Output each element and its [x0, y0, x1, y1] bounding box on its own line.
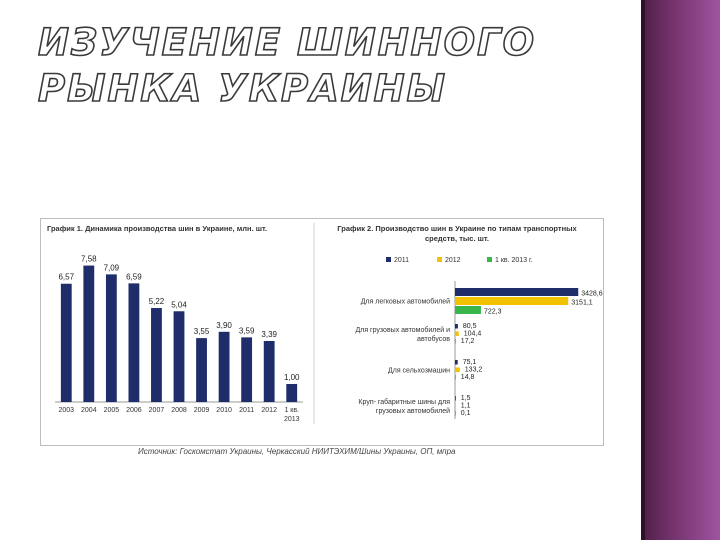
chart2-category-label: грузовых автомобилей	[376, 407, 450, 415]
chart2-bar	[455, 360, 458, 365]
production-dynamics-chart: График 1. Динамика производства шин в Ук…	[47, 224, 303, 423]
chart2-title-line-2: средств, тыс. шт.	[425, 234, 489, 243]
chart2-value-label: 0,1	[461, 410, 471, 417]
chart1-bar	[83, 265, 95, 402]
chart2-value-label: 3151,1	[571, 300, 593, 307]
chart2-legend-swatch	[437, 257, 442, 262]
source-note: Источник: Госкомстат Украины, Черкасский…	[138, 447, 456, 456]
chart2-bar	[455, 331, 459, 336]
chart2-value-label: 14,8	[461, 374, 475, 381]
chart1-value-label: 6,57	[58, 273, 74, 282]
chart2-bar	[455, 288, 579, 296]
chart2-value-label: 1,5	[461, 395, 471, 402]
chart1-value-label: 5,22	[149, 297, 165, 306]
chart2-legend-swatch	[386, 257, 391, 262]
chart2-category-label: Круп- габаритные шины для	[358, 398, 450, 406]
chart1-bar	[105, 274, 117, 402]
chart1-category-label: 2008	[171, 407, 187, 414]
decorative-side-bar	[641, 0, 720, 540]
chart1-category-label: 2006	[126, 407, 142, 414]
chart2-bar	[455, 306, 481, 314]
chart2-value-label: 17,2	[461, 338, 475, 345]
chart2-category-label: Для сельхозмашин	[388, 367, 450, 374]
chart2-bar	[455, 396, 456, 401]
chart1-value-label: 7,09	[104, 263, 120, 272]
chart1-category-label: 2005	[104, 407, 120, 414]
chart2-bar	[455, 339, 456, 344]
chart1-bar	[151, 308, 162, 402]
chart2-legend-label: 2012	[445, 257, 461, 264]
chart2-value-label: 1,1	[461, 403, 471, 410]
chart1-value-label: 6,59	[126, 272, 142, 281]
chart1-category-label: 2010	[216, 407, 232, 414]
chart1-value-label: 3,39	[261, 330, 277, 339]
chart2-bar	[455, 367, 460, 372]
chart1-category-label: 2003	[58, 407, 74, 414]
chart1-category-label: 1 кв.	[284, 407, 299, 414]
chart2-value-label: 722,3	[484, 309, 502, 316]
chart2-legend-label: 1 кв. 2013 г.	[495, 257, 533, 264]
chart1-category-label: 2011	[239, 407, 254, 414]
chart1-bar	[218, 331, 230, 402]
chart2-value-label: 133,2	[465, 367, 483, 374]
chart1-bar	[286, 384, 298, 402]
slide-title-line-1: ИЗУЧЕНИЕ ШИННОГО	[37, 20, 537, 65]
chart1-value-label: 3,90	[216, 321, 232, 330]
chart1-category-label: 2012	[261, 407, 277, 414]
slide-title: ИЗУЧЕНИЕ ШИННОГО РЫНКА УКРАИНЫ	[37, 20, 598, 112]
chart2-title-line-1: График 2. Производство шин в Украине по …	[337, 224, 577, 233]
chart1-title: График 1. Динамика производства шин в Ук…	[47, 224, 267, 233]
chart1-category-label: 2009	[194, 407, 210, 414]
chart1-value-label: 5,04	[171, 300, 187, 309]
chart2-legend-swatch	[487, 257, 492, 262]
chart1-value-label: 3,59	[239, 326, 255, 335]
chart2-bar	[455, 375, 456, 380]
production-by-vehicle-type-chart: График 2. Производство шин в Украине по …	[337, 224, 603, 419]
chart2-bar	[455, 297, 569, 305]
chart1-bar	[128, 283, 140, 402]
chart1-category-label-line-2: 2013	[284, 416, 300, 423]
chart1-bar	[196, 338, 207, 402]
chart1-category-label: 2004	[81, 407, 97, 414]
chart1-category-label: 2007	[149, 407, 165, 414]
chart1-bar	[241, 337, 253, 402]
slide-title-line-2: РЫНКА УКРАИНЫ	[37, 66, 447, 111]
chart2-category-label: автобусов	[417, 335, 450, 343]
chart1-value-label: 3,55	[194, 327, 210, 336]
chart1-bar	[60, 283, 72, 402]
chart2-bar	[455, 403, 456, 408]
chart2-category-label: Для легковых автомобилей	[361, 298, 450, 306]
chart2-category-label: Для грузовых автомобилей и	[356, 326, 451, 334]
charts-svg: График 1. Динамика производства шин в Ук…	[47, 223, 603, 424]
chart2-legend-label: 2011	[394, 257, 409, 264]
chart2-value-label: 80,5	[463, 323, 477, 330]
chart2-value-label: 3428,6	[581, 291, 603, 298]
chart2-value-label: 75,1	[463, 359, 477, 366]
chart1-bar	[173, 311, 185, 402]
chart2-value-label: 104,4	[464, 331, 482, 338]
chart1-value-label: 7,58	[81, 255, 97, 264]
chart2-bar	[455, 324, 458, 329]
chart1-value-label: 1,00	[284, 373, 300, 382]
charts-panel: График 1. Динамика производства шин в Ук…	[40, 218, 604, 446]
chart1-bar	[263, 340, 275, 402]
chart2-bar	[455, 411, 456, 416]
